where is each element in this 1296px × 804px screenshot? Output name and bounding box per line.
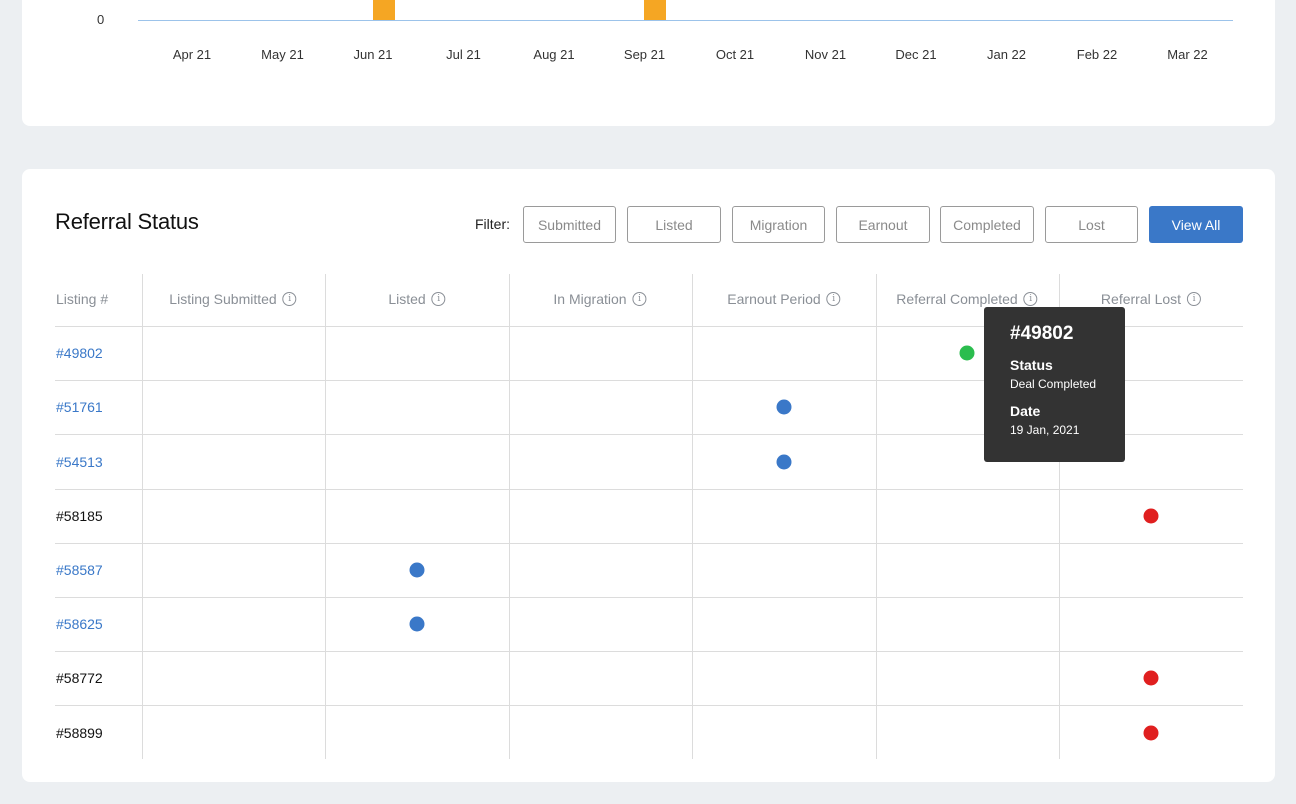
column-divider xyxy=(325,274,326,759)
column-header-label: Referral Lost xyxy=(1100,291,1182,307)
column-divider xyxy=(876,274,877,759)
status-dot[interactable] xyxy=(1143,725,1159,740)
filter-migration-button[interactable]: Migration xyxy=(732,206,825,243)
x-axis-tick-label: May 21 xyxy=(261,47,304,62)
y-axis-tick-label: 0 xyxy=(97,12,105,27)
x-axis-tick-label: Apr 21 xyxy=(172,47,212,62)
chart-card: 0 Apr 21 May 21 Jun 21 Jul 21 Aug 21 Sep 21 Oc… xyxy=(22,0,1275,126)
column-divider xyxy=(509,274,510,759)
status-dot[interactable] xyxy=(776,454,792,469)
bar-sep-21 xyxy=(644,0,666,20)
status-dot[interactable] xyxy=(959,345,975,361)
listing-id: #58185 xyxy=(56,507,103,524)
status-tooltip: #49802 Status Deal Completed Date 19 Jan… xyxy=(984,307,1125,462)
referral-status-card: Referral Status Filter: Submitted Listed… xyxy=(22,169,1275,782)
status-dot[interactable] xyxy=(409,562,425,578)
referral-table: Listing # Listing Submitted i Listed i I… xyxy=(55,274,1243,759)
filter-lost-button[interactable]: Lost xyxy=(1045,206,1138,243)
status-dot[interactable] xyxy=(409,616,425,632)
column-header-label: Earnout Period xyxy=(727,291,821,307)
x-axis-tick-label: Sep 21 xyxy=(623,47,666,62)
status-dot[interactable] xyxy=(1143,508,1159,524)
info-icon[interactable]: i xyxy=(1187,292,1202,306)
row-divider xyxy=(55,380,1243,382)
listing-id[interactable]: #58625 xyxy=(56,616,103,633)
filter-submitted-button[interactable]: Submitted xyxy=(523,206,616,243)
x-axis-tick-label: Aug 21 xyxy=(533,47,575,62)
row-divider xyxy=(55,597,1243,598)
listing-id[interactable]: #51761 xyxy=(56,399,103,416)
filter-completed-button[interactable]: Completed xyxy=(940,206,1034,243)
column-header-earnout-period: Earnout Period i xyxy=(727,291,841,307)
column-header-referral-lost: Referral Lost i xyxy=(1100,291,1202,307)
info-icon[interactable]: i xyxy=(826,292,841,306)
x-axis-tick-label: Oct 21 xyxy=(715,47,755,62)
row-divider xyxy=(55,542,1243,544)
listing-id: #58899 xyxy=(56,724,103,741)
x-axis-line xyxy=(138,20,1233,21)
column-header-label: In Migration xyxy=(553,291,627,307)
tooltip-listing-id: #49802 xyxy=(1010,323,1074,344)
row-divider xyxy=(55,326,1243,327)
x-axis-tick-label: Nov 21 xyxy=(804,47,847,62)
bar-jun-21 xyxy=(373,0,395,20)
filter-label: Filter: xyxy=(475,216,510,232)
row-divider xyxy=(55,705,1243,707)
filter-earnout-button[interactable]: Earnout xyxy=(836,206,930,243)
filter-listed-button[interactable]: Listed xyxy=(627,206,721,243)
status-dot[interactable] xyxy=(1143,670,1159,686)
section-title: Referral Status xyxy=(55,209,199,234)
info-icon[interactable]: i xyxy=(1023,292,1038,306)
x-axis-tick-label: Jun 21 xyxy=(353,47,393,62)
tooltip-status-value: Deal Completed xyxy=(1010,377,1097,391)
listing-id[interactable]: #54513 xyxy=(56,453,103,470)
column-header-listing: Listing # xyxy=(56,291,108,307)
column-divider xyxy=(1059,274,1060,759)
tooltip-date-label: Date xyxy=(1010,403,1041,419)
column-header-in-migration: In Migration i xyxy=(553,291,647,307)
x-axis-tick-label: Dec 21 xyxy=(895,47,937,62)
tooltip-date-value: 19 Jan, 2021 xyxy=(1010,423,1080,437)
x-axis-tick-label: Mar 22 xyxy=(1167,47,1208,62)
row-divider xyxy=(55,651,1243,653)
column-header-label: Referral Completed xyxy=(896,291,1018,307)
column-divider xyxy=(142,274,143,759)
column-header-referral-completed: Referral Completed i xyxy=(896,291,1038,307)
listing-id[interactable]: #58587 xyxy=(56,561,103,578)
listing-id[interactable]: #49802 xyxy=(56,345,103,362)
row-divider xyxy=(55,434,1243,436)
x-axis-tick-label: Jan 22 xyxy=(986,47,1027,62)
column-header-label: Listed xyxy=(388,291,426,307)
column-header-label: Listing # xyxy=(56,291,109,307)
column-header-listed: Listed i xyxy=(388,291,446,307)
row-divider xyxy=(55,488,1243,490)
x-axis-tick-label: Jul 21 xyxy=(446,47,481,62)
tooltip-status-label: Status xyxy=(1010,357,1053,373)
info-icon[interactable]: i xyxy=(282,292,297,306)
column-header-listing-submitted: Listing Submitted i xyxy=(169,291,297,307)
view-all-button[interactable]: View All xyxy=(1149,206,1243,243)
status-dot[interactable] xyxy=(776,399,792,415)
x-axis-tick-label: Feb 22 xyxy=(1076,47,1118,62)
info-icon[interactable]: i xyxy=(431,292,446,306)
column-header-label: Listing Submitted xyxy=(169,291,277,307)
column-divider xyxy=(692,274,693,759)
info-icon[interactable]: i xyxy=(632,292,647,306)
listing-id: #58772 xyxy=(56,670,103,687)
